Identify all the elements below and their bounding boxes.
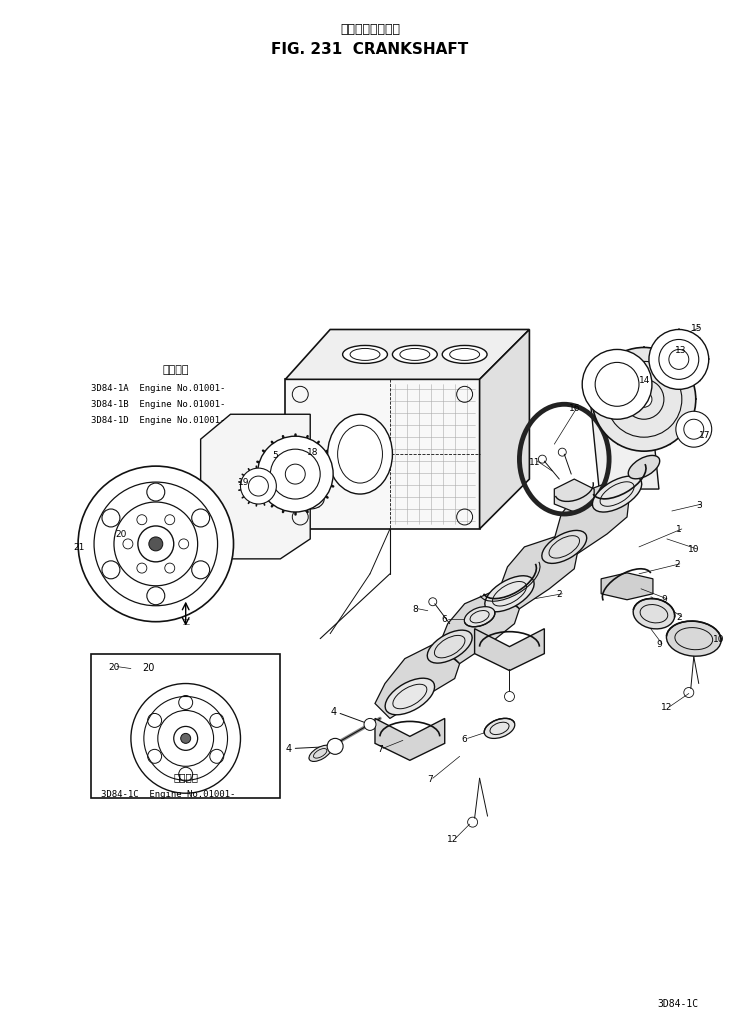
Polygon shape: [375, 644, 459, 718]
Text: 7: 7: [427, 774, 433, 783]
Text: 5: 5: [273, 450, 278, 460]
Text: 20: 20: [116, 530, 127, 539]
Text: 10: 10: [688, 545, 700, 554]
Polygon shape: [601, 574, 653, 600]
Text: 6: 6: [462, 734, 468, 743]
Text: FIG. 231  CRANKSHAFT: FIG. 231 CRANKSHAFT: [271, 42, 468, 57]
Ellipse shape: [309, 746, 331, 761]
Circle shape: [131, 684, 241, 794]
Polygon shape: [375, 718, 445, 760]
Polygon shape: [499, 537, 577, 609]
Text: 14: 14: [639, 375, 651, 384]
Text: 20: 20: [108, 662, 119, 672]
Circle shape: [364, 718, 376, 731]
Polygon shape: [201, 415, 310, 559]
Text: 20: 20: [143, 662, 155, 672]
Circle shape: [328, 739, 343, 755]
Text: 13: 13: [675, 345, 687, 355]
Circle shape: [78, 467, 233, 622]
Ellipse shape: [465, 607, 495, 627]
Circle shape: [649, 330, 708, 390]
Ellipse shape: [428, 631, 472, 663]
Text: 12: 12: [661, 702, 673, 711]
Ellipse shape: [633, 599, 675, 630]
Ellipse shape: [442, 346, 487, 364]
Ellipse shape: [542, 531, 587, 564]
Text: 4: 4: [285, 744, 291, 754]
Text: 11: 11: [528, 458, 540, 466]
Text: 3: 3: [696, 500, 702, 510]
Text: 6: 6: [442, 614, 448, 624]
Text: 3D84-1A  Engine No.01001-: 3D84-1A Engine No.01001-: [91, 383, 225, 392]
Ellipse shape: [385, 679, 434, 715]
Circle shape: [676, 412, 711, 447]
Text: 18: 18: [307, 447, 318, 457]
Polygon shape: [479, 330, 529, 530]
Ellipse shape: [342, 346, 388, 364]
Circle shape: [149, 537, 163, 551]
Polygon shape: [589, 390, 659, 489]
Ellipse shape: [485, 576, 534, 612]
Text: 21: 21: [73, 543, 84, 552]
Text: 2: 2: [674, 559, 679, 569]
Circle shape: [592, 348, 696, 451]
Text: 16: 16: [568, 404, 580, 413]
Text: 1: 1: [676, 525, 682, 534]
Circle shape: [582, 351, 652, 420]
Text: 3D84-1B  Engine No.01001-: 3D84-1B Engine No.01001-: [91, 399, 225, 409]
Polygon shape: [554, 480, 594, 513]
Text: 19: 19: [238, 477, 249, 486]
Ellipse shape: [628, 455, 659, 479]
Text: 適用号機: 適用号機: [162, 365, 189, 375]
Polygon shape: [439, 591, 519, 664]
Polygon shape: [285, 330, 529, 380]
Polygon shape: [554, 485, 629, 554]
Text: 10: 10: [713, 635, 725, 644]
Text: 15: 15: [691, 324, 702, 332]
Text: 2: 2: [556, 590, 562, 599]
Circle shape: [505, 692, 514, 702]
Circle shape: [181, 734, 190, 744]
Circle shape: [636, 392, 652, 408]
Circle shape: [257, 437, 333, 513]
Ellipse shape: [393, 346, 437, 364]
Text: クランクシャフト: クランクシャフト: [340, 22, 400, 36]
Text: 12: 12: [447, 834, 459, 843]
Text: 3D84-1C: 3D84-1C: [658, 998, 699, 1008]
Ellipse shape: [296, 489, 324, 510]
Bar: [91, 654, 280, 799]
Text: 3D84-1C  Engine No.01001-: 3D84-1C Engine No.01001-: [101, 789, 236, 798]
Text: 適用号機: 適用号機: [173, 771, 198, 782]
Text: 7: 7: [377, 744, 383, 753]
Text: 8: 8: [412, 604, 418, 613]
Ellipse shape: [484, 718, 515, 739]
Circle shape: [241, 469, 276, 504]
Ellipse shape: [666, 622, 721, 656]
Text: 17: 17: [699, 430, 711, 439]
Text: 4: 4: [330, 707, 336, 716]
Ellipse shape: [592, 477, 642, 513]
Text: 9: 9: [656, 640, 662, 648]
Text: 2: 2: [676, 612, 682, 622]
Polygon shape: [474, 629, 545, 671]
Text: 9: 9: [661, 595, 667, 603]
Text: 3D84-1D  Engine No.01001-: 3D84-1D Engine No.01001-: [91, 416, 225, 424]
Ellipse shape: [328, 415, 393, 494]
Polygon shape: [285, 380, 479, 530]
